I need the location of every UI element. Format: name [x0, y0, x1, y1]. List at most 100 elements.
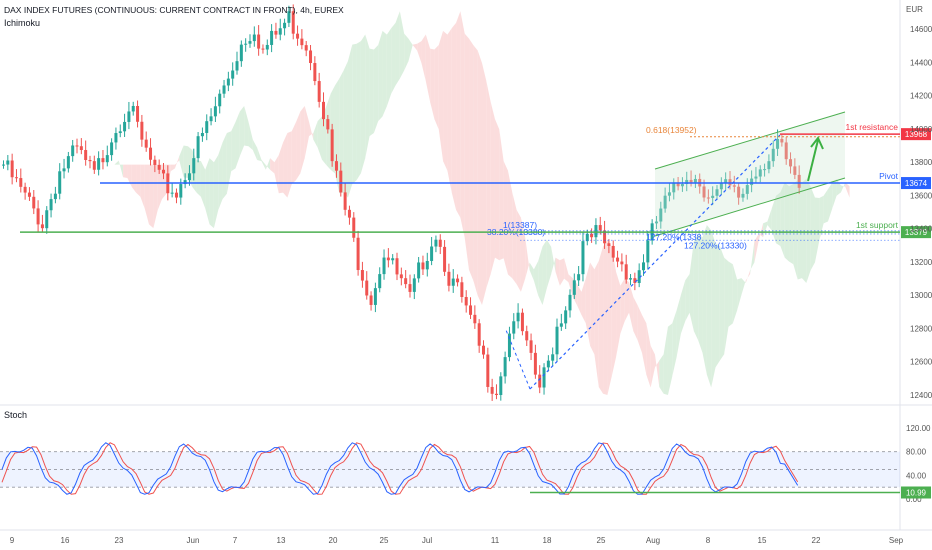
candle-body[interactable]	[365, 280, 369, 296]
candle-body[interactable]	[559, 323, 563, 327]
candle-body[interactable]	[36, 208, 40, 225]
candle-body[interactable]	[585, 233, 589, 242]
trend-dashed-line[interactable]	[529, 134, 781, 390]
candle-body[interactable]	[603, 230, 607, 244]
candle-body[interactable]	[737, 186, 741, 198]
candle-body[interactable]	[577, 274, 581, 281]
candle-body[interactable]	[58, 171, 62, 194]
candle-body[interactable]	[326, 119, 330, 130]
candle-body[interactable]	[395, 258, 399, 275]
candle-body[interactable]	[149, 147, 153, 160]
candle-body[interactable]	[572, 280, 576, 295]
candle-body[interactable]	[538, 374, 542, 388]
candle-body[interactable]	[101, 158, 105, 163]
candle-body[interactable]	[516, 312, 520, 322]
candle-body[interactable]	[270, 30, 274, 45]
candle-body[interactable]	[92, 161, 96, 170]
candle-body[interactable]	[105, 155, 109, 163]
candle-body[interactable]	[339, 170, 343, 193]
candle-body[interactable]	[499, 376, 503, 396]
candle-body[interactable]	[464, 297, 468, 306]
candle-body[interactable]	[607, 243, 611, 246]
candle-body[interactable]	[797, 174, 801, 188]
candle-body[interactable]	[40, 224, 44, 229]
candle-body[interactable]	[784, 142, 788, 160]
candle-body[interactable]	[66, 156, 70, 169]
candle-body[interactable]	[170, 192, 174, 194]
candle-body[interactable]	[200, 133, 204, 137]
candle-body[interactable]	[32, 196, 36, 209]
candle-body[interactable]	[663, 195, 667, 209]
candle-body[interactable]	[391, 258, 395, 261]
candle-body[interactable]	[248, 41, 252, 44]
candle-body[interactable]	[136, 105, 140, 122]
candle-body[interactable]	[239, 44, 243, 62]
candle-body[interactable]	[45, 210, 49, 229]
candle-body[interactable]	[62, 168, 66, 172]
candle-body[interactable]	[352, 217, 356, 238]
candle-body[interactable]	[252, 34, 256, 42]
candle-body[interactable]	[676, 182, 680, 187]
candle-body[interactable]	[14, 177, 18, 179]
candle-body[interactable]	[278, 28, 282, 35]
candle-body[interactable]	[330, 129, 334, 162]
stoch-label[interactable]: Stoch	[4, 410, 28, 420]
candle-body[interactable]	[750, 178, 754, 186]
candle-body[interactable]	[10, 160, 14, 178]
candle-body[interactable]	[616, 257, 620, 262]
candle-body[interactable]	[360, 270, 364, 281]
candle-body[interactable]	[421, 262, 425, 270]
candle-body[interactable]	[27, 192, 31, 197]
candle-body[interactable]	[758, 169, 762, 177]
stoch-d-line[interactable]	[1, 442, 799, 495]
candle-body[interactable]	[127, 111, 131, 122]
candle-body[interactable]	[110, 142, 114, 156]
candle-body[interactable]	[317, 81, 321, 102]
candle-body[interactable]	[322, 101, 325, 120]
candle-body[interactable]	[611, 245, 615, 258]
candle-body[interactable]	[486, 354, 490, 387]
candle-body[interactable]	[71, 145, 75, 157]
candle-body[interactable]	[257, 34, 261, 49]
candle-body[interactable]	[771, 148, 775, 162]
candle-body[interactable]	[222, 85, 226, 94]
candle-body[interactable]	[507, 333, 511, 358]
candle-body[interactable]	[564, 310, 568, 324]
candle-body[interactable]	[114, 133, 118, 143]
candle-body[interactable]	[702, 186, 706, 198]
candle-body[interactable]	[287, 11, 291, 23]
candle-body[interactable]	[369, 295, 373, 305]
candle-body[interactable]	[49, 199, 53, 211]
candle-body[interactable]	[443, 246, 447, 272]
candle-body[interactable]	[447, 271, 451, 286]
candle-body[interactable]	[2, 164, 5, 166]
candle-body[interactable]	[789, 159, 793, 167]
candle-body[interactable]	[75, 145, 79, 147]
candle-body[interactable]	[568, 294, 572, 311]
candle-body[interactable]	[356, 237, 360, 271]
candle-body[interactable]	[719, 182, 723, 190]
candle-body[interactable]	[291, 11, 295, 34]
candle-body[interactable]	[235, 61, 239, 71]
candle-body[interactable]	[590, 233, 594, 238]
candle-body[interactable]	[183, 180, 187, 185]
candle-body[interactable]	[144, 139, 148, 148]
candle-body[interactable]	[226, 78, 230, 86]
candle-body[interactable]	[283, 22, 287, 29]
candle-body[interactable]	[598, 225, 602, 231]
candle-body[interactable]	[546, 360, 550, 368]
candle-body[interactable]	[741, 193, 745, 198]
candle-body[interactable]	[525, 331, 529, 341]
candle-body[interactable]	[555, 326, 559, 355]
candle-body[interactable]	[594, 225, 598, 238]
candle-body[interactable]	[693, 178, 697, 183]
candle-body[interactable]	[629, 278, 633, 280]
stoch-k-line[interactable]	[1, 442, 799, 495]
candle-body[interactable]	[434, 239, 438, 247]
candle-body[interactable]	[780, 138, 784, 143]
candle-body[interactable]	[689, 179, 693, 183]
channel-upper-line[interactable]	[654, 111, 846, 170]
candle-body[interactable]	[430, 246, 434, 261]
candle-body[interactable]	[386, 257, 390, 261]
